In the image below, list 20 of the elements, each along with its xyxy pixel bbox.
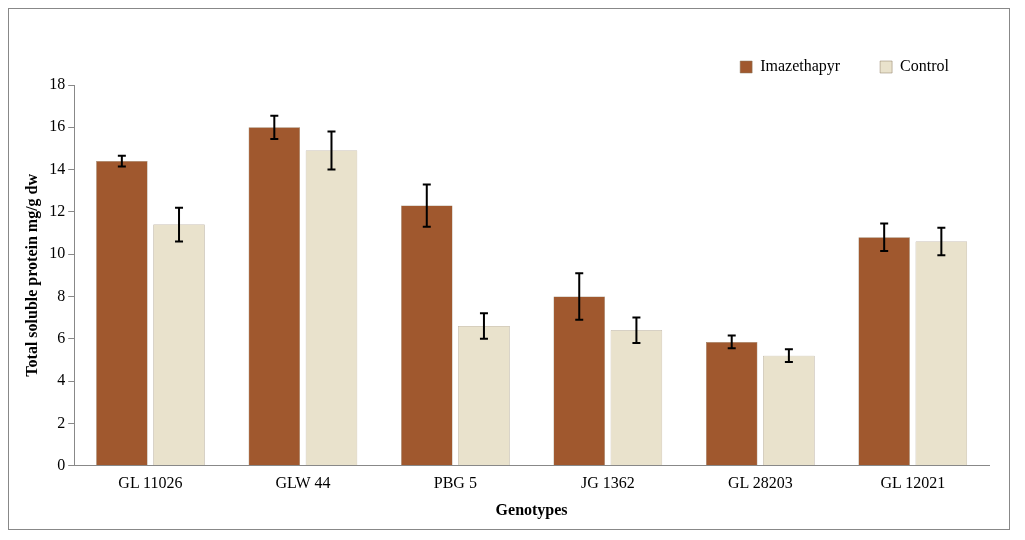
y-tick-label: 2 [57,413,66,431]
y-axis-title: Total soluble protein mg/g dw [22,173,41,377]
x-axis-title: Genotypes [495,500,568,519]
y-tick-label: 6 [57,328,66,346]
x-tick-label: PBG 5 [433,474,477,492]
y-tick-label: 14 [49,159,66,177]
y-tick-label: 10 [49,244,66,262]
y-tick-label: 4 [57,371,66,389]
x-tick-label: GL 11026 [118,474,183,492]
x-tick-label: GL 12021 [880,474,946,492]
x-tick-label: GLW 44 [275,474,331,492]
x-tick-label: GL 28203 [727,474,793,492]
y-tick-label: 8 [57,286,66,304]
y-tick-label: 0 [57,455,66,473]
x-tick-label: JG 1362 [580,474,635,492]
y-tick-label: 12 [49,202,66,220]
legend-label: Imazethapyr [760,57,841,76]
legend-label: Control [900,57,950,75]
y-tick-label: 18 [49,75,66,93]
y-tick-label: 16 [49,117,66,135]
